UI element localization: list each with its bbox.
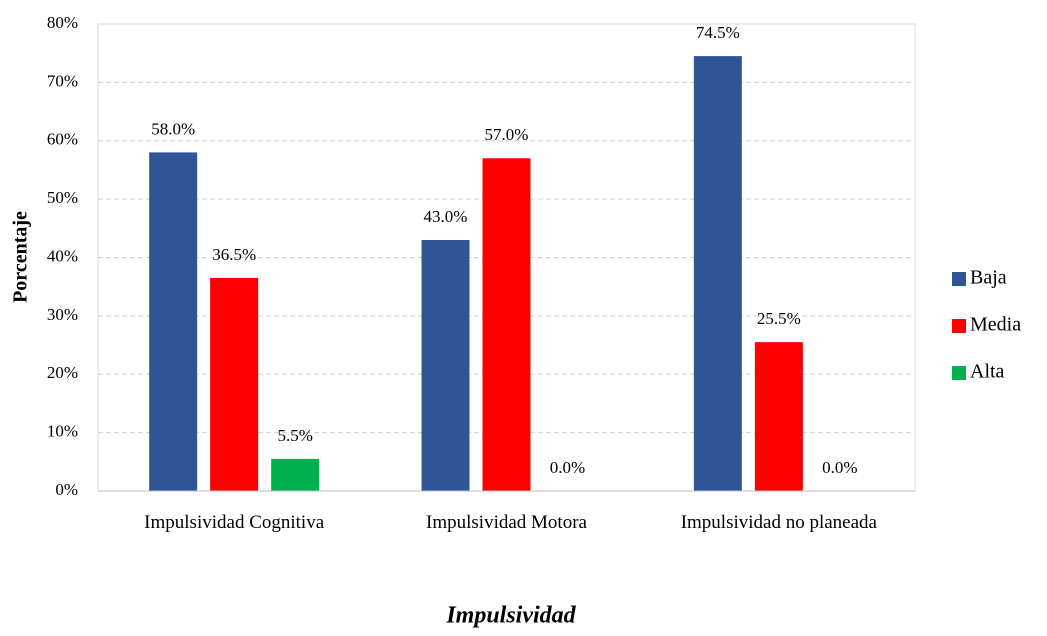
legend-swatch [952,366,966,380]
data-label: 43.0% [424,207,468,226]
y-tick-label: 80% [47,13,78,32]
data-label: 25.5% [757,309,801,328]
x-tick-label: Impulsividad Cognitiva [144,512,325,533]
y-tick-label: 0% [55,480,78,499]
legend-swatch [952,272,966,286]
legend-swatch [952,319,966,333]
y-tick-label: 40% [47,246,78,265]
bar [271,458,320,491]
x-axis-label: Impulsividad [445,603,576,629]
x-tick-label: Impulsividad no planeada [680,512,877,533]
data-label: 58.0% [151,119,195,138]
data-label: 0.0% [822,458,857,477]
legend-label: Media [970,314,1021,336]
y-tick-label: 30% [47,305,78,324]
y-tick-label: 70% [47,71,78,90]
bar [149,152,198,492]
data-label: 57.0% [485,125,529,144]
legend-label: Baja [970,267,1007,289]
bar [482,158,531,491]
bar [210,277,259,491]
bar [754,342,803,491]
x-tick-label: Impulsividad Motora [426,512,587,533]
data-label: 5.5% [277,426,312,445]
y-tick-label: 60% [47,130,78,149]
y-tick-label: 50% [47,188,78,207]
bar [421,239,470,491]
y-tick-label: 20% [47,363,78,382]
data-label: 74.5% [696,23,740,42]
data-label: 0.0% [550,458,585,477]
y-axis-label: Porcentaje [10,211,32,303]
y-tick-label: 10% [47,422,78,441]
bar [693,56,742,491]
legend-label: Alta [970,361,1005,383]
data-label: 36.5% [212,245,256,264]
